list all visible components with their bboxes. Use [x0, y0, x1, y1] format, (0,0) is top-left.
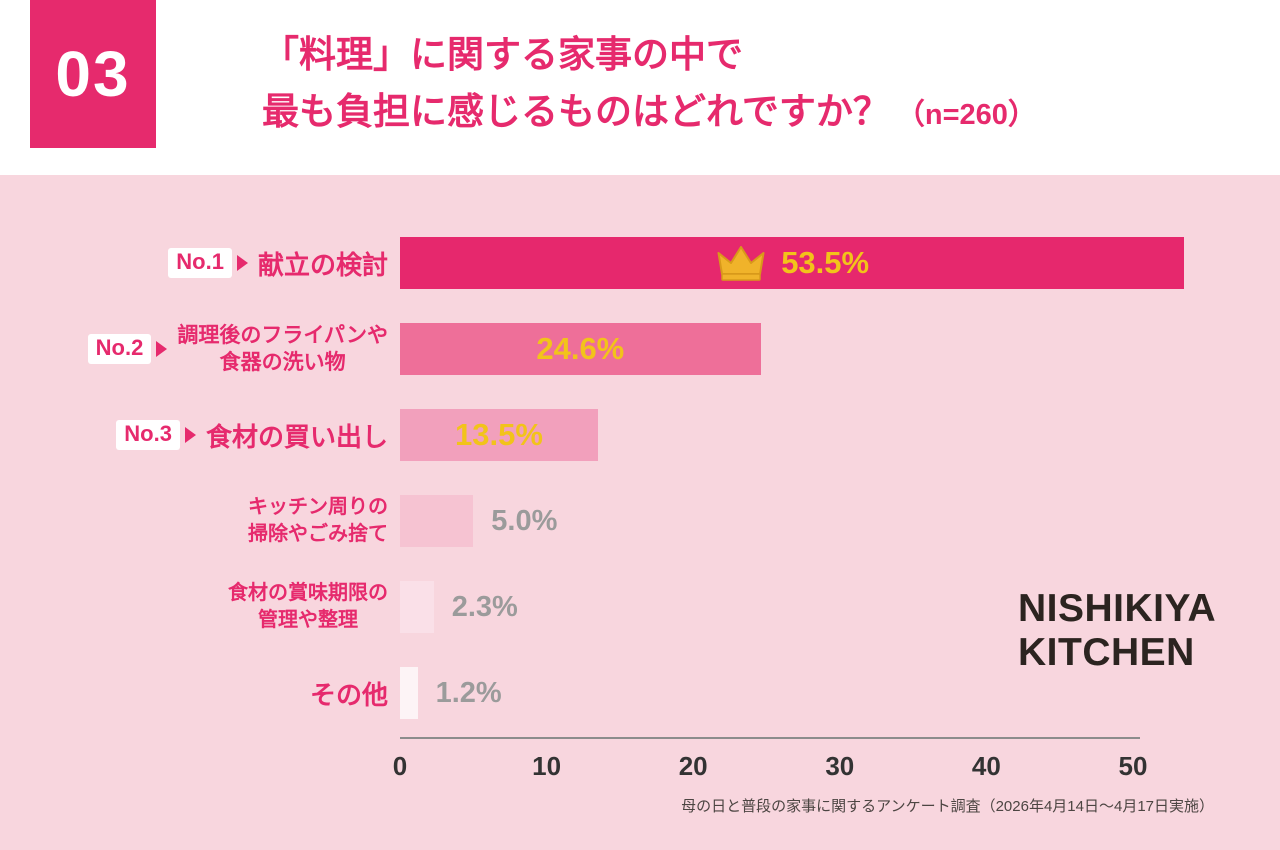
row-label-line: キッチン周りの	[248, 496, 388, 518]
crown-icon	[715, 243, 767, 283]
brand-logo: NISHIKIYA KITCHEN	[1018, 587, 1216, 674]
title-line-2: 最も負担に感じるものはどれですか？ （n=260）	[262, 83, 1037, 140]
bar	[400, 495, 474, 547]
rank-badge: No.3	[116, 420, 180, 450]
x-axis-line	[400, 737, 1140, 739]
row-label-line: 調理後のフライパンや	[177, 323, 388, 347]
rank-badge: No.1	[168, 248, 232, 278]
bar: 24.6%	[400, 323, 761, 375]
bar-cell: 2.3%	[400, 581, 1280, 633]
row-label-group: No.2 調理後のフライパンや 食器の洗い物	[0, 323, 388, 375]
sample-size: （n=260）	[895, 99, 1037, 132]
bar-value-group: 53.5%	[715, 243, 869, 283]
bar-value: 5.0%	[491, 504, 558, 537]
bar-value: 53.5%	[781, 245, 870, 280]
row-label-group: 食材の賞味期限の 管理や整理	[0, 581, 388, 633]
axis-tick: 50	[1118, 751, 1148, 781]
rank-arrow-icon	[156, 341, 168, 357]
rank-arrow-icon	[236, 255, 248, 271]
title-line-2-text: 最も負担に感じるものはどれですか？	[262, 91, 890, 133]
chart-row: No.3 食材の買い出し 13.5%	[0, 409, 1280, 461]
section-number-badge: 03	[30, 0, 156, 148]
bar	[400, 667, 418, 719]
axis-tick: 30	[825, 751, 855, 781]
row-label-line: 食材の賞味期限の	[228, 582, 388, 604]
header: 03 「料理」に関する家事の中で 最も負担に感じるものはどれですか？ （n=260…	[0, 0, 1280, 175]
rank-badge: No.2	[87, 334, 152, 364]
bar-cell: 53.5%	[400, 237, 1280, 289]
row-label-line: 管理や整理	[258, 609, 358, 631]
bar-cell: 1.2%	[400, 667, 1280, 719]
row-label: 食材の買い出し	[206, 417, 388, 454]
footer-note: 母の日と普段の家事に関するアンケート調査（2026年4月14日～4月17日実施）	[681, 798, 1214, 815]
row-label-group: No.1 献立の検討	[0, 237, 388, 289]
row-label-line: 掃除やごみ捨て	[248, 523, 388, 545]
row-label: その他	[310, 675, 388, 712]
axis-tick: 0	[392, 751, 408, 781]
x-axis: 0 10 20 30 40 50	[393, 751, 1148, 783]
row-label-group: No.3 食材の買い出し	[0, 409, 388, 461]
axis-tick: 40	[971, 751, 1001, 781]
chart-row: キッチン周りの 掃除やごみ捨て 5.0%	[0, 495, 1280, 547]
row-label-group: キッチン周りの 掃除やごみ捨て	[0, 495, 388, 547]
row-label-group: その他	[0, 667, 388, 719]
chart-row: No.2 調理後のフライパンや 食器の洗い物 24.6%	[0, 323, 1280, 375]
row-label-line: 食器の洗い物	[219, 351, 346, 374]
bar-value: 13.5%	[454, 417, 543, 452]
title-line-1: 「料理」に関する家事の中で	[262, 34, 743, 75]
bar	[400, 581, 434, 633]
bar-chart: No.1 献立の検討 53.5%	[0, 175, 1280, 850]
brand-logo-line2: KITCHEN	[1018, 630, 1195, 674]
axis-tick: 20	[678, 751, 708, 781]
bar-cell: 24.6%	[400, 323, 1280, 375]
chart-row: No.1 献立の検討 53.5%	[0, 237, 1280, 289]
row-label: キッチン周りの 掃除やごみ捨て	[248, 494, 388, 548]
rank-arrow-icon	[184, 427, 196, 443]
chart-row: その他 1.2%	[0, 667, 1280, 719]
row-label-line: 食材の買い出し	[205, 421, 388, 452]
chart-row: 食材の賞味期限の 管理や整理 2.3%	[0, 581, 1280, 633]
row-label: 調理後のフライパンや 食器の洗い物	[177, 322, 388, 377]
bar-cell: 5.0%	[400, 495, 1280, 547]
bar: 13.5%	[400, 409, 598, 461]
section-number: 03	[55, 38, 131, 110]
row-label-line: 献立の検討	[257, 249, 388, 280]
brand-logo-line1: NISHIKIYA	[1018, 587, 1217, 630]
bar-value: 2.3%	[451, 590, 518, 623]
axis-tick: 10	[532, 751, 562, 781]
row-label-line: その他	[309, 679, 388, 710]
bar-cell: 13.5%	[400, 409, 1280, 461]
page-title: 「料理」に関する家事の中で 最も負担に感じるものはどれですか？ （n=260）	[262, 26, 1037, 141]
bar-value: 24.6%	[536, 331, 625, 366]
row-label: 食材の賞味期限の 管理や整理	[228, 580, 388, 634]
row-label: 献立の検討	[258, 245, 388, 282]
bar: 53.5%	[400, 237, 1185, 289]
bar-value: 1.2%	[435, 676, 502, 709]
